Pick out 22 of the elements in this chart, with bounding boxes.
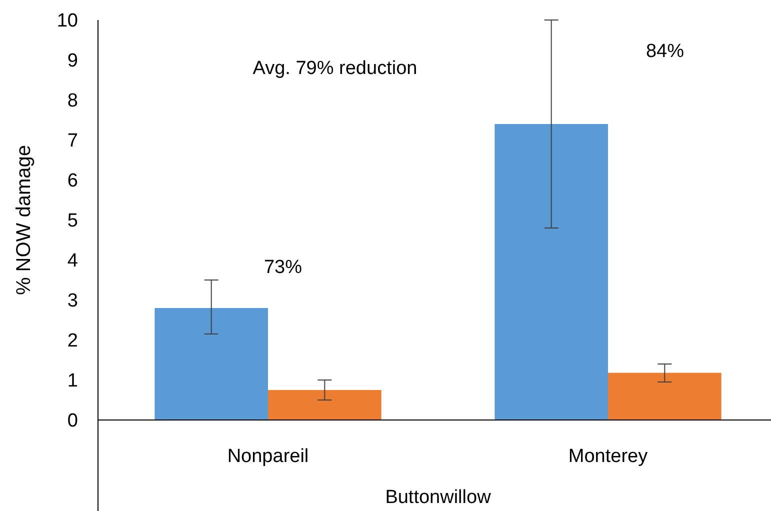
y-tick-label: 3 (67, 290, 78, 312)
bar (494, 124, 608, 420)
y-tick-label: 8 (67, 90, 78, 112)
bar (154, 308, 268, 420)
y-tick-label: 4 (67, 250, 78, 272)
y-tick-label: 0 (67, 410, 78, 432)
y-tick-label: 1 (67, 370, 78, 392)
x-axis-title: Buttonwillow (385, 487, 492, 508)
y-axis-title: % NOW damage (13, 144, 35, 296)
annotation: 73% (264, 257, 302, 278)
y-tick-label: 9 (67, 50, 78, 72)
x-tick-label: Nonpareil (227, 446, 309, 467)
annotation: Avg. 79% reduction (252, 58, 418, 79)
y-tick-label: 6 (67, 170, 78, 192)
y-tick-label: 5 (67, 210, 78, 232)
y-tick-label: 10 (56, 10, 78, 32)
x-tick-label: Monterey (568, 446, 648, 467)
bar (608, 372, 722, 420)
bar (268, 390, 382, 420)
annotation: 84% (646, 41, 684, 62)
y-tick-label: 7 (67, 130, 78, 152)
y-tick-label: 2 (67, 330, 78, 352)
